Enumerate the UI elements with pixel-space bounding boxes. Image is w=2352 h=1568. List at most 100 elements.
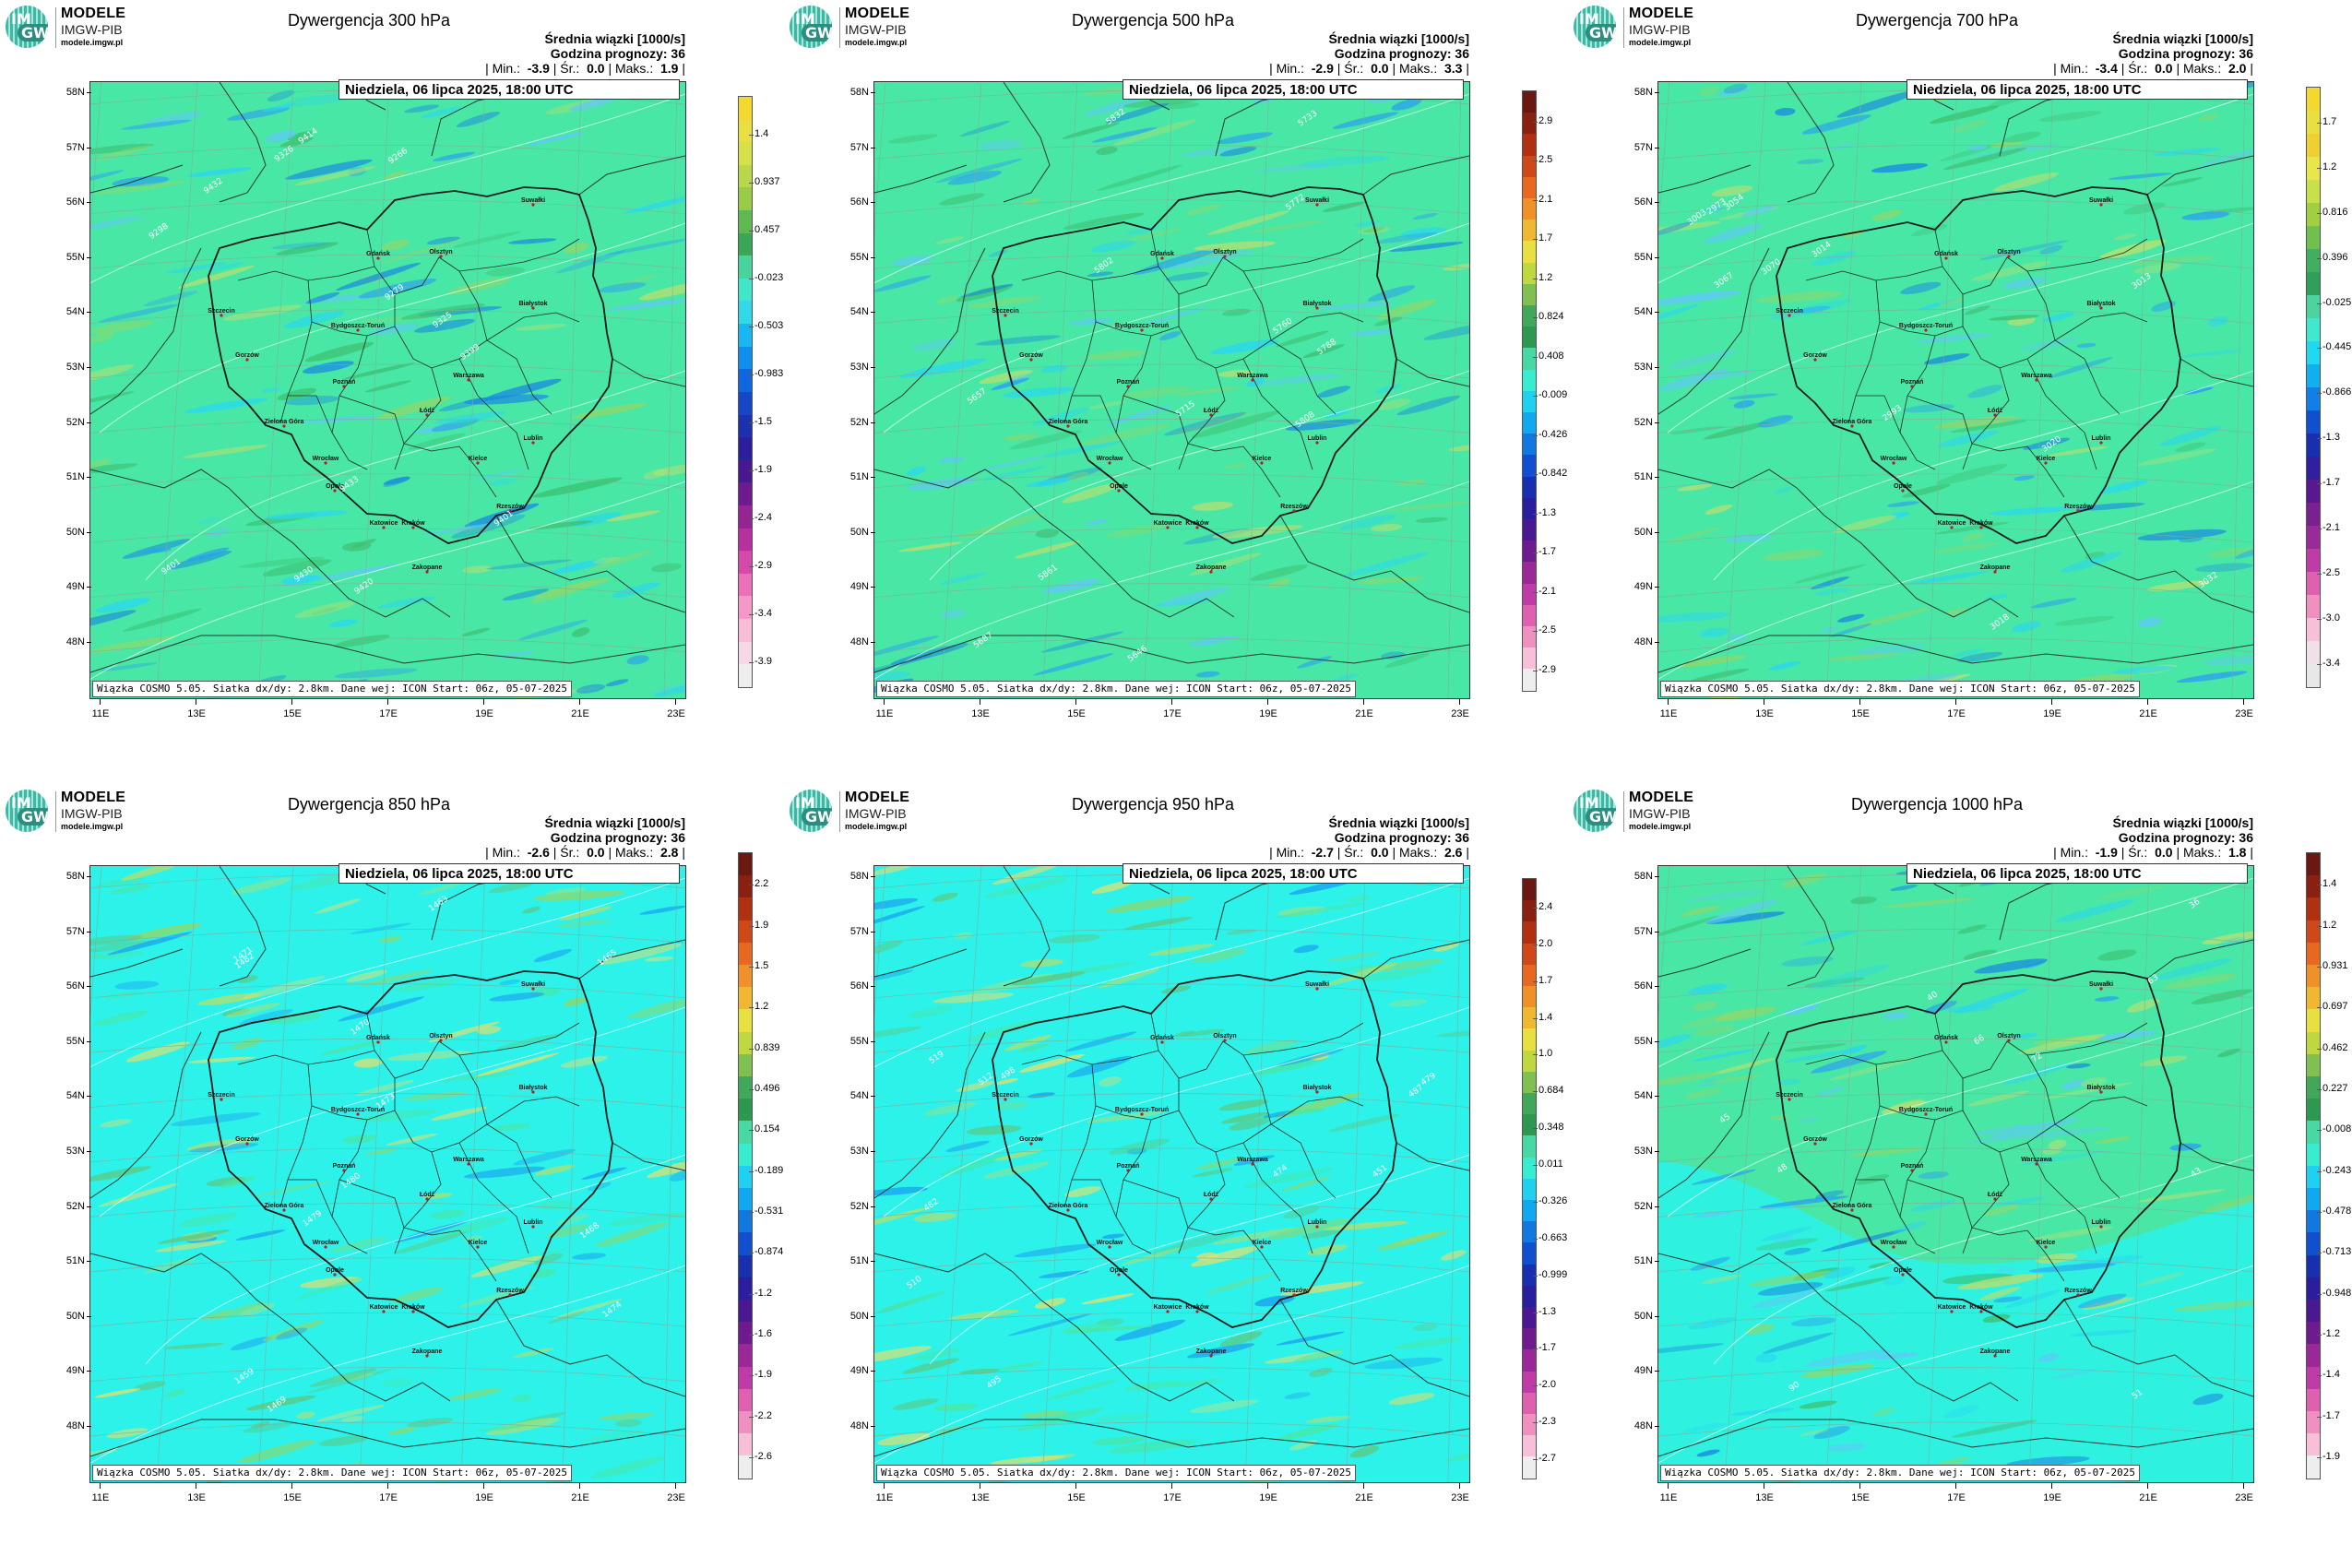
- colorbar-swatch: [1523, 241, 1536, 263]
- city-marker: [508, 509, 512, 513]
- ensemble-mean-label: Średnia wiązki [1000/s]: [544, 31, 685, 46]
- colorbar-tick-label: -0.503: [748, 319, 784, 331]
- colorbar-swatch: [2307, 618, 2320, 641]
- colorbar-tick-label: -2.6: [749, 1450, 772, 1462]
- latitude-label: 50N: [57, 1311, 91, 1322]
- city-marker: [382, 526, 386, 529]
- colorbar-swatch: [2307, 1099, 2320, 1122]
- forecast-panel: IM GW MODELE IMGW-PIB modele.imgw.pl Dywergen…: [1568, 784, 2351, 1540]
- colorbar-swatch: [1523, 348, 1536, 370]
- city-label: Białystok: [518, 301, 547, 307]
- colorbar-tick-label: -0.948: [2316, 1287, 2352, 1299]
- colorbar: [1522, 878, 1537, 1479]
- city-marker: [1813, 1142, 1817, 1146]
- city-marker: [333, 489, 337, 493]
- stats-line: | Min.: -3.4 | Śr.: 0.0 | Maks.: 2.0 |: [2053, 61, 2253, 76]
- city-label: Rzeszów: [496, 1288, 524, 1294]
- colorbar-swatch: [739, 853, 752, 876]
- colorbar-swatch: [2307, 1366, 2320, 1389]
- city-label: Zakopane: [1196, 564, 1227, 571]
- longitude-label: 15E: [279, 699, 306, 719]
- colorbar-tick-label: 2.2: [748, 878, 769, 890]
- colorbar-tick-label: 2.9: [1532, 114, 1553, 126]
- latitude-label: 57N: [1625, 926, 1659, 937]
- city-marker: [425, 570, 429, 574]
- city-label: Olsztyn: [429, 249, 452, 255]
- colorbar-swatch: [2307, 1388, 2320, 1412]
- colorbar-swatch: [739, 1188, 752, 1211]
- colorbar-swatch: [2307, 664, 2320, 687]
- divergence-streaks: [1658, 866, 2253, 1481]
- colorbar-swatch: [1523, 1178, 1536, 1201]
- city-marker: [324, 1245, 327, 1249]
- colorbar-swatch: [2307, 641, 2320, 664]
- colorbar-swatch: [739, 210, 752, 233]
- colorbar-swatch: [1523, 369, 1536, 391]
- city-marker: [467, 1162, 470, 1166]
- longitude-label: 17E: [1158, 1483, 1186, 1503]
- logo-badge: IM GW: [1574, 790, 1616, 832]
- latitude-label: 54N: [57, 1090, 91, 1101]
- city-label: Białystok: [2086, 301, 2115, 307]
- city-label: Warszawa: [2021, 1157, 2052, 1163]
- city-label: Kraków: [1969, 520, 1993, 527]
- colorbar-swatch: [1523, 176, 1536, 199]
- colorbar-tick-label: -3.0: [2317, 612, 2340, 624]
- city-marker: [1315, 1225, 1319, 1229]
- latitude-label: 55N: [57, 1036, 91, 1047]
- colorbar-swatch: [739, 1455, 752, 1479]
- colorbar-tick-label: -1.5: [749, 415, 772, 427]
- model-info-footer: Wiązka COSMO 5.05. Siatka dx/dy: 2.8km. …: [1660, 681, 2140, 697]
- colorbar-tick-label: -2.5: [2317, 566, 2340, 578]
- colorbar-tick-label: 0.408: [1533, 350, 1564, 362]
- colorbar-tick-label: 0.462: [2317, 1041, 2348, 1053]
- city-marker: [1788, 1098, 1791, 1101]
- longitude-label: 13E: [967, 699, 994, 719]
- city-marker: [2035, 1162, 2038, 1166]
- valid-date-box: Niedziela, 06 lipca 2025, 18:00 UTC: [1123, 863, 1464, 884]
- latitude-label: 48N: [1625, 636, 1659, 647]
- city-marker: [1993, 413, 1997, 417]
- colorbar-swatch: [739, 164, 752, 188]
- latitude-label: 53N: [57, 362, 91, 373]
- colorbar-tick-label: -0.874: [748, 1246, 784, 1258]
- colorbar-tick-label: 1.4: [1532, 1011, 1553, 1023]
- logo-badge-top: IM: [11, 794, 31, 812]
- city-marker: [1950, 1310, 1954, 1313]
- forecast-panel: IM GW MODELE IMGW-PIB modele.imgw.pl Dywergen…: [0, 0, 783, 756]
- colorbar-swatch: [1523, 986, 1536, 1008]
- city-label: Rzeszów: [2064, 1288, 2092, 1294]
- city-label: Wrocław: [1881, 456, 1907, 462]
- divergence-streaks: [90, 866, 685, 1482]
- colorbar-swatch: [2307, 1121, 2320, 1144]
- longitude-label: 13E: [183, 699, 210, 719]
- city-label: Gdańsk: [1934, 1035, 1958, 1041]
- latitude-label: 58N: [57, 871, 91, 882]
- colorbar-swatch: [1523, 155, 1536, 177]
- colorbar-swatch: [2307, 180, 2320, 203]
- city-label: Suwałki: [2089, 197, 2113, 204]
- colorbar-swatch: [739, 1366, 752, 1389]
- city-label: Gorzów: [1019, 1136, 1043, 1143]
- latitude-label: 56N: [1625, 980, 1659, 992]
- city-marker: [1924, 1112, 1928, 1116]
- city-label: Suwałki: [521, 981, 545, 988]
- voivodeship-borders: [237, 229, 580, 498]
- colorbar: [1522, 90, 1537, 692]
- colorbar-swatch: [1523, 1071, 1536, 1094]
- city-marker: [476, 461, 480, 465]
- city-label: Katowice: [1154, 1304, 1182, 1311]
- imgw-logo: IM GW MODELE IMGW-PIB modele.imgw.pl: [6, 790, 144, 837]
- longitude-label: 19E: [470, 699, 498, 719]
- city-marker: [1251, 1162, 1254, 1166]
- longitude-label: 23E: [662, 1483, 690, 1503]
- city-marker: [1924, 328, 1928, 332]
- logo-badge-bottom: GW: [802, 808, 832, 826]
- colorbar-swatch: [1523, 519, 1536, 541]
- stats-line: | Min.: -2.7 | Śr.: 0.0 | Maks.: 2.6 |: [1269, 845, 1469, 860]
- city-marker: [531, 1090, 535, 1094]
- colorbar-swatch: [1523, 604, 1536, 627]
- forecast-panel: IM GW MODELE IMGW-PIB modele.imgw.pl Dywergen…: [784, 0, 1567, 756]
- colorbar-swatch: [2307, 1210, 2320, 1233]
- colorbar-swatch: [1523, 262, 1536, 284]
